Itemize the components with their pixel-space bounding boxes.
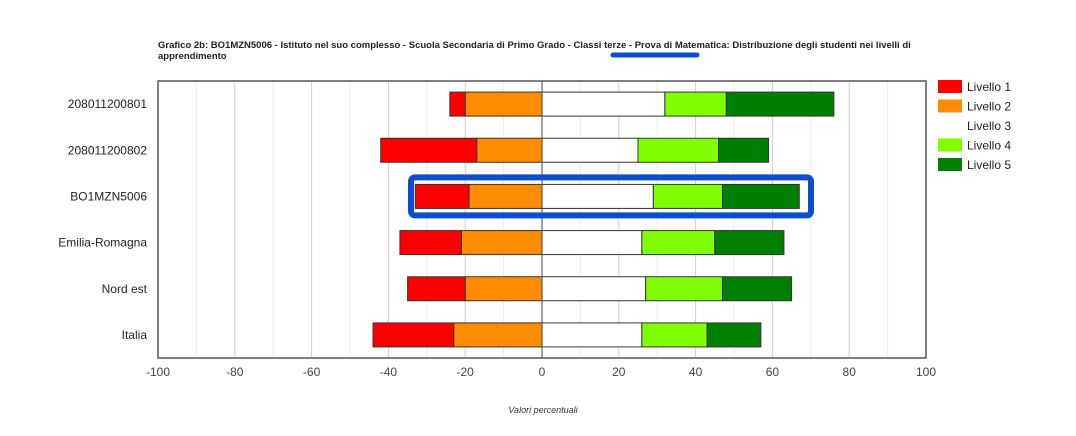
category-label: Emilia-Romagna — [58, 236, 147, 250]
bar-livello-3 — [541, 230, 643, 256]
bar-livello-1 — [449, 91, 466, 117]
x-tick-label: -40 — [380, 365, 398, 379]
bar-livello-3 — [541, 276, 647, 302]
bar-livello-3 — [541, 183, 654, 209]
x-tick-label: 60 — [766, 365, 780, 379]
bar-livello-4 — [652, 183, 723, 209]
legend-label: Livello 4 — [967, 139, 1011, 153]
x-tick-label: -20 — [457, 365, 475, 379]
x-tick-label: 40 — [689, 365, 703, 379]
legend-swatch — [938, 119, 962, 132]
bar-livello-1 — [372, 322, 455, 348]
bar-livello-2 — [476, 137, 543, 163]
bar-livello-4 — [664, 91, 727, 117]
x-tick-label: -80 — [226, 365, 244, 379]
plot-frame — [157, 80, 927, 359]
bar-livello-5 — [714, 230, 785, 256]
bar-livello-1 — [380, 137, 478, 163]
bar-livello-5 — [706, 322, 762, 348]
bar-livello-2 — [453, 322, 543, 348]
bar-livello-4 — [641, 322, 708, 348]
bar-livello-4 — [641, 230, 716, 256]
category-label: 208011200801 — [68, 97, 148, 111]
x-tick-label: 80 — [843, 365, 857, 379]
bar-livello-2 — [464, 276, 543, 302]
x-tick-label: -60 — [303, 365, 321, 379]
legend-swatch — [938, 80, 962, 93]
bar-livello-5 — [725, 91, 835, 117]
highlight-box — [408, 174, 814, 219]
category-label: Nord est — [102, 282, 148, 296]
chart-title: Grafico 2b: BO1MZN5006 - Istituto nel su… — [158, 40, 911, 62]
legend-swatch — [938, 99, 962, 113]
bar-livello-3 — [541, 137, 639, 163]
category-label: Italia — [122, 328, 148, 342]
x-tick-label: 0 — [539, 365, 546, 379]
category-label: BO1MZN5006 — [70, 189, 147, 203]
x-tick-label: -100 — [146, 365, 170, 379]
bar-livello-2 — [464, 91, 543, 117]
legend-label: Livello 3 — [967, 119, 1011, 133]
bar-livello-5 — [721, 183, 800, 209]
bar-livello-1 — [399, 230, 462, 256]
category-label: 208011200802 — [68, 143, 148, 157]
legend-swatch — [938, 138, 962, 152]
legend-swatch — [938, 158, 962, 171]
bar-livello-1 — [407, 276, 466, 302]
x-axis-label: Valori percentuali — [508, 405, 578, 415]
legend-label: Livello 2 — [967, 100, 1011, 114]
bar-livello-5 — [718, 137, 770, 163]
x-tick-label: 20 — [612, 365, 626, 379]
bar-livello-4 — [645, 276, 723, 302]
bar-livello-2 — [468, 183, 543, 209]
legend-label: Livello 5 — [967, 158, 1011, 172]
legend-label: Livello 1 — [967, 80, 1011, 94]
bar-livello-3 — [541, 91, 666, 117]
bar-livello-5 — [721, 276, 793, 302]
bar-livello-4 — [637, 137, 720, 163]
bar-livello-1 — [414, 183, 470, 209]
x-tick-label: 100 — [916, 365, 936, 379]
bar-livello-2 — [460, 230, 543, 256]
bar-livello-3 — [541, 322, 643, 348]
